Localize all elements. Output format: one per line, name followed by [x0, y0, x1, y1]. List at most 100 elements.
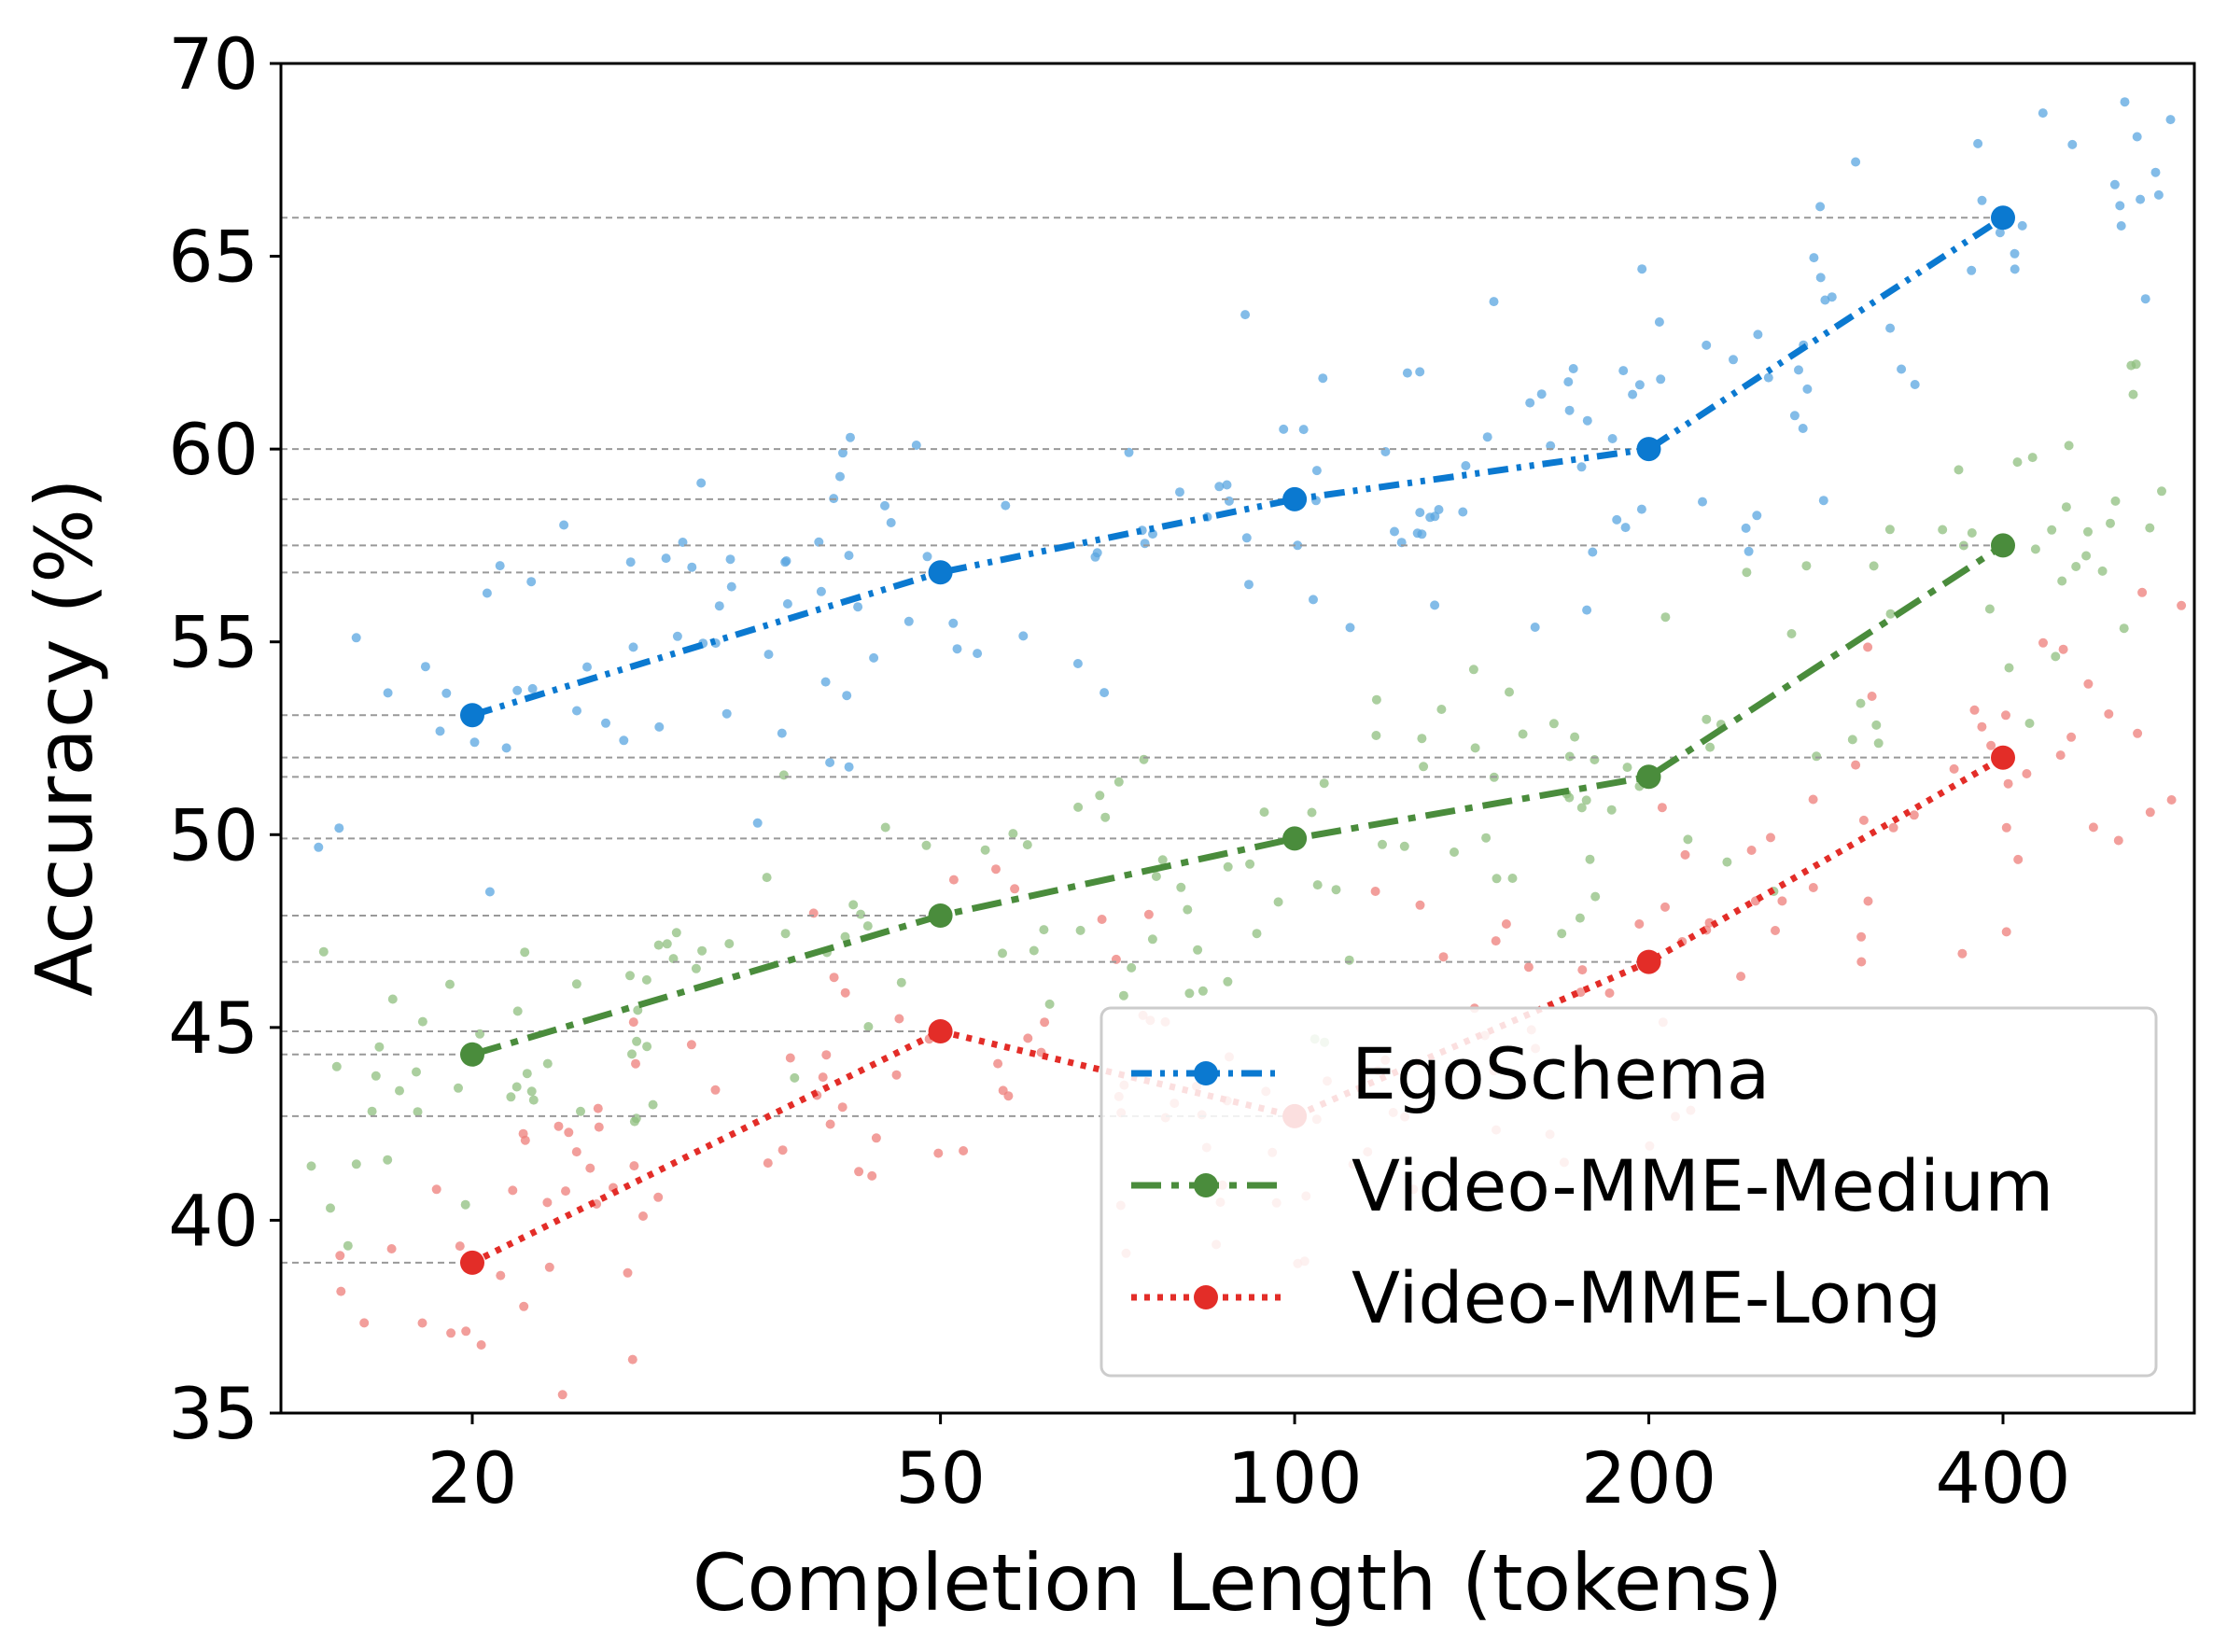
- scatter-point: [314, 842, 324, 852]
- scatter-point: [527, 683, 538, 693]
- scatter-point: [714, 601, 724, 611]
- scatter-point: [1344, 955, 1354, 965]
- scatter-point: [2001, 927, 2011, 937]
- scatter-point: [1022, 840, 1032, 850]
- scatter-point: [668, 954, 679, 964]
- scatter-point: [1637, 264, 1647, 274]
- scatter-point: [2064, 441, 2074, 451]
- scatter-point: [1607, 434, 1618, 443]
- scatter-point: [2038, 108, 2048, 119]
- scatter-point: [383, 1155, 393, 1165]
- scatter-point: [1588, 547, 1598, 557]
- scatter-point: [2081, 551, 2092, 561]
- scatter-point: [1808, 883, 1818, 892]
- scatter-point: [1468, 665, 1478, 675]
- scatter-point: [2010, 248, 2020, 259]
- scatter-point: [835, 471, 845, 482]
- scatter-point: [1214, 482, 1225, 492]
- scatter-point: [1470, 743, 1480, 753]
- scatter-point: [1812, 751, 1822, 762]
- scatter-point: [869, 652, 879, 663]
- scatter-point: [628, 1017, 638, 1028]
- scatter-point: [2030, 544, 2040, 554]
- scatter-point: [1657, 803, 1667, 813]
- scatter-point: [1536, 389, 1547, 399]
- scatter-point: [1752, 511, 1762, 521]
- plot-frame: [279, 62, 2196, 1415]
- scatter-point: [1744, 546, 1754, 556]
- scatter-point: [1309, 595, 1318, 605]
- scatter-point: [1856, 931, 1867, 942]
- scatter-point: [687, 562, 697, 572]
- scatter-point: [1766, 833, 1775, 843]
- scatter-point: [1563, 377, 1574, 387]
- scatter-point: [1029, 945, 1039, 956]
- scatter-point: [1073, 802, 1084, 812]
- scatter-point: [351, 633, 361, 643]
- scatter-point: [2066, 732, 2077, 742]
- scatter-point: [1871, 720, 1882, 730]
- scatter-point: [1345, 623, 1355, 633]
- x-tick-label: 200: [1581, 1436, 1716, 1519]
- scatter-point: [2003, 778, 2013, 789]
- scatter-point: [460, 1199, 470, 1210]
- y-tick-label: 65: [168, 216, 259, 299]
- scatter-point: [1576, 803, 1587, 813]
- scatter-point: [1518, 729, 1528, 739]
- scatter-point: [1114, 777, 1124, 787]
- scatter-point: [2051, 651, 2061, 662]
- scatter-point: [1293, 540, 1303, 551]
- scatter-point: [528, 1095, 539, 1105]
- scatter-point: [1729, 355, 1738, 365]
- scatter-point: [1124, 447, 1134, 457]
- scatter-point: [1863, 896, 1873, 906]
- series-marker: [1991, 745, 2015, 770]
- scatter-point: [519, 1301, 529, 1311]
- scatter-point: [1507, 874, 1518, 883]
- scatter-point: [435, 726, 445, 736]
- scatter-point: [1548, 719, 1559, 729]
- scatter-point: [2104, 709, 2114, 719]
- scatter-point: [441, 688, 452, 698]
- scatter-point: [2110, 496, 2121, 506]
- scatter-point: [1139, 754, 1149, 764]
- scatter-point: [593, 1103, 603, 1113]
- scatter-point: [476, 1340, 486, 1350]
- scatter-point: [2038, 637, 2048, 648]
- scatter-point: [484, 887, 495, 897]
- scatter-point: [1273, 897, 1283, 907]
- scatter-point: [1705, 742, 1716, 752]
- scatter-point: [2140, 294, 2150, 304]
- scatter-point: [1175, 487, 1184, 497]
- scatter-point: [359, 1318, 370, 1328]
- scatter-point: [1995, 228, 2005, 238]
- scatter-point: [1984, 604, 1995, 614]
- scatter-point: [326, 1203, 335, 1213]
- y-tick-label: 40: [168, 1179, 259, 1262]
- scatter-point: [1977, 721, 1987, 732]
- scatter-point: [854, 1167, 864, 1177]
- scatter-point: [564, 1127, 574, 1138]
- scatter-point: [1415, 508, 1425, 518]
- scatter-point: [2027, 453, 2038, 463]
- scatter-point: [585, 1163, 595, 1173]
- scatter-point: [522, 1069, 532, 1079]
- scatter-point: [1753, 329, 1763, 340]
- scatter-point: [1798, 424, 1808, 433]
- scatter-point: [1656, 374, 1666, 385]
- scatter-point: [1417, 529, 1427, 539]
- scatter-point: [1244, 580, 1254, 590]
- scatter-point: [2057, 576, 2067, 586]
- scatter-point: [629, 1116, 639, 1127]
- scatter-point: [1151, 872, 1161, 881]
- scatter-point: [1612, 514, 1622, 525]
- y-tick-label: 60: [168, 408, 259, 491]
- scatter-point: [1585, 854, 1595, 864]
- scatter-point: [511, 1082, 522, 1092]
- scatter-point: [1680, 849, 1690, 860]
- scatter-point: [697, 945, 707, 956]
- scatter-point: [1575, 913, 1585, 923]
- scatter-point: [526, 577, 537, 587]
- series-marker: [460, 1042, 484, 1067]
- scatter-point: [1143, 909, 1154, 919]
